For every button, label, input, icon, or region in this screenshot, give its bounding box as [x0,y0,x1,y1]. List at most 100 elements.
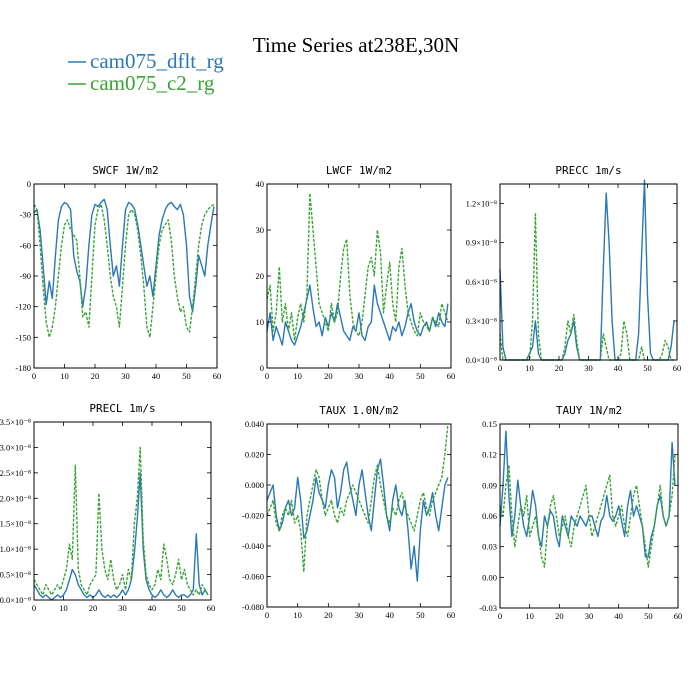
legend-label: cam075_dflt_rg [90,49,224,73]
x-tick-label: 10 [293,371,302,381]
y-tick-label: 0.6×10⁻⁸ [466,277,497,287]
y-tick-label: 0.12 [482,450,497,460]
y-tick-label: -150 [15,332,31,342]
y-tick-label: 0.020 [245,450,264,460]
x-tick-label: 30 [585,611,594,621]
series-line-cam075_dflt_rg [266,284,449,346]
y-tick-label: 1.2×10⁻⁸ [466,199,497,209]
panels: SWCF 1W/m2 0 10 20 30 40 50 60 0 -30 -60 -90 -120 -15… [0,164,682,621]
x-tick-label: 10 [293,610,302,620]
x-tick-label: 0 [498,363,502,373]
panel-title: SWCF 1W/m2 [92,164,158,177]
y-tick-label: 2.5×10⁻⁸ [0,468,31,478]
y-tick-label: 0 [27,179,31,189]
x-tick-label: 30 [355,610,364,620]
y-tick-label: 0.040 [245,419,264,429]
x-tick-label: 60 [447,610,456,620]
y-tick-label: 20 [256,271,265,281]
plot-frame [499,183,678,361]
figure-title: Time Series at238E,30N [253,33,459,57]
x-tick-label: 60 [207,603,216,613]
panel-title: PRECC 1m/s [555,164,621,177]
panel-title: TAUX 1.0N/m2 [319,404,398,417]
x-tick-label: 20 [555,611,564,621]
y-tick-label: 0.5×10⁻⁸ [0,570,31,580]
x-tick-label: 20 [555,363,564,373]
y-tick-label: -0.060 [242,572,264,582]
series-line-cam075_c2_rg [499,454,676,568]
panel-title: PRECL 1m/s [89,402,155,415]
x-tick-label: 20 [324,610,333,620]
series-line-cam075_dflt_rg [33,472,209,601]
y-tick-label: 0.0×10⁻⁸ [0,595,31,605]
x-tick-label: 40 [385,371,394,381]
x-tick-label: 60 [674,611,683,621]
panel-tauy: TAUY 1N/m2 0 10 20 30 40 50 60 0.15 0.12 0.09 0.06 0… [479,404,682,621]
x-tick-label: 30 [584,363,593,373]
y-tick-label: 1.5×10⁻⁸ [0,519,31,529]
y-tick-label: 0 [260,363,264,373]
x-tick-label: 0 [32,603,36,613]
y-tick-label: -60 [20,240,31,250]
panel-lwcf: LWCF 1W/m2 0 10 20 30 40 50 60 0 10 20 30 40 [256,164,456,381]
y-tick-label: 1.0×10⁻⁸ [0,544,31,554]
y-tick-label: -0.03 [479,603,497,613]
x-tick-label: 60 [213,371,222,381]
x-tick-label: 50 [416,371,425,381]
x-tick-label: 50 [182,371,191,381]
series-line-cam075_dflt_rg [266,458,449,582]
x-tick-label: 30 [355,371,364,381]
panel-precl: PRECL 1m/s 0 10 20 30 40 50 60 0.0×10⁻⁸ 0.5×10⁻⁸ 1… [0,402,215,613]
x-tick-label: 0 [265,371,269,381]
series-line-cam075_dflt_rg [33,198,215,313]
x-tick-label: 10 [59,603,68,613]
x-tick-label: 40 [148,603,157,613]
series-line-cam075_c2_rg [33,203,215,338]
panel-swcf: SWCF 1W/m2 0 10 20 30 40 50 60 0 -30 -60 -90 -120 -15… [15,164,221,381]
series-line-cam075_dflt_rg [499,430,676,558]
x-tick-label: 40 [614,611,623,621]
x-tick-label: 0 [265,610,269,620]
y-tick-label: 0.000 [245,480,264,490]
y-tick-label: 0.06 [482,511,497,521]
y-tick-label: -180 [15,363,31,373]
legend-entry-cam075_dflt_rg: cam075_dflt_rg [68,49,224,73]
y-tick-label: 0.0×10⁻⁸ [466,355,497,365]
y-tick-label: 0.9×10⁻⁸ [466,238,497,248]
series-line-cam075_dflt_rg [499,179,675,361]
x-tick-label: 50 [416,610,425,620]
panel-taux: TAUX 1.0N/m2 0 10 20 30 40 50 60 0.040 0.020 0.000… [242,404,455,620]
x-tick-label: 10 [60,371,69,381]
y-tick-label: -90 [20,271,31,281]
legend-entry-cam075_c2_rg: cam075_c2_rg [68,71,215,95]
x-tick-label: 10 [525,363,534,373]
series-line-cam075_c2_rg [33,446,209,596]
y-tick-label: 3.5×10⁻⁸ [0,417,31,427]
panel-title: TAUY 1N/m2 [556,404,622,417]
x-tick-label: 10 [525,611,534,621]
x-tick-label: 20 [89,603,98,613]
y-tick-label: -120 [15,302,31,312]
y-tick-label: 0.03 [482,542,497,552]
x-tick-label: 30 [121,371,130,381]
y-tick-label: -0.040 [242,541,264,551]
x-tick-label: 40 [614,363,623,373]
y-tick-label: 0.3×10⁻⁸ [466,316,497,326]
legend-label: cam075_c2_rg [90,71,215,95]
x-tick-label: 60 [447,371,456,381]
panel-precc: PRECC 1m/s 0 10 20 30 40 50 60 0.0×10⁻⁸ 0.3×10⁻⁸ 0… [466,164,682,373]
x-tick-label: 50 [643,363,652,373]
y-tick-label: 40 [256,179,265,189]
x-tick-label: 60 [673,363,682,373]
plot-frame [266,423,452,608]
y-tick-label: 3.0×10⁻⁸ [0,442,31,452]
y-tick-label: -0.020 [242,511,264,521]
x-tick-label: 40 [385,610,394,620]
x-tick-label: 0 [498,611,502,621]
x-tick-label: 40 [152,371,161,381]
y-tick-label: 30 [256,225,265,235]
x-tick-label: 20 [91,371,100,381]
plot-frame [266,183,452,369]
